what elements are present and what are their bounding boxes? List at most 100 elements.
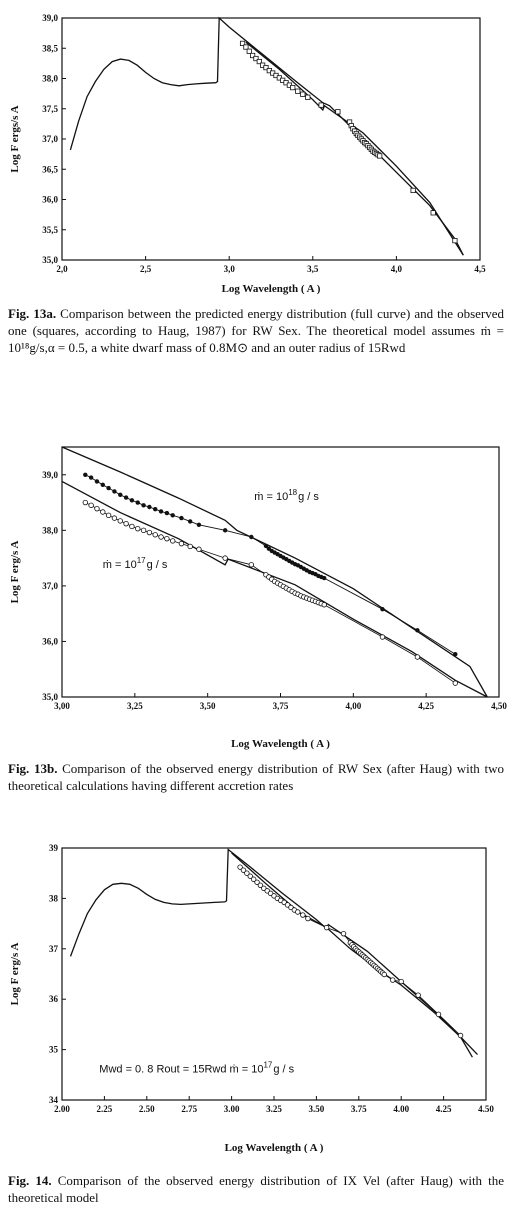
data-point-square: [253, 55, 259, 62]
figure-caption-13b: Fig. 13b. Comparison of the observed ene…: [8, 760, 504, 794]
data-point-open: [300, 912, 306, 918]
data-point-filled: [106, 485, 111, 491]
data-point-open: [398, 978, 404, 985]
data-point-square: [377, 153, 383, 159]
y-tick-label: 38,5: [42, 43, 58, 53]
data-point-open: [123, 520, 129, 527]
data-point-open: [105, 512, 112, 519]
x-tick-label: 4,5: [474, 264, 486, 274]
data-point-open: [117, 518, 123, 524]
y-tick-label: 36,5: [42, 164, 58, 174]
data-point-filled: [112, 489, 117, 494]
caption-label: Fig. 14.: [8, 1173, 52, 1188]
y-tick-label: 39,0: [42, 470, 58, 480]
data-point-open: [323, 924, 330, 931]
data-point-open: [152, 532, 158, 538]
data-point-open: [321, 602, 327, 608]
annotation-text: ṁ = 10: [103, 559, 137, 571]
x-tick-label: 2,5: [140, 264, 152, 274]
plot-frame: [61, 17, 481, 261]
x-tick-label: 2.25: [97, 1104, 113, 1114]
y-tick-label: 34: [49, 1095, 59, 1105]
data-point-filled: [129, 498, 135, 503]
data-point-open: [254, 879, 260, 885]
annotation-tail: g / s: [273, 1063, 294, 1075]
data-point-filled: [263, 543, 269, 549]
data-point-square: [250, 52, 256, 59]
data-point-square: [246, 48, 252, 54]
data-point-filled: [153, 507, 158, 512]
y-tick-label: 38,0: [42, 74, 58, 84]
data-point-filled: [83, 472, 88, 477]
figure-caption-14: Fig. 14. Comparison of the observed ener…: [8, 1172, 504, 1206]
data-point-square: [256, 58, 262, 65]
x-tick-label: 4,0: [391, 264, 403, 274]
data-point-filled: [453, 652, 458, 657]
x-tick-label: 2.00: [54, 1104, 70, 1114]
chart-fig13b: 3,00 3,25 3,50 3,75 4,00 4,25 4,50 35,0 36,0 37,0…: [9, 446, 507, 750]
annotation-text: Mwd = 0. 8 Rout = 15Rwd ṁ = 10: [99, 1063, 263, 1075]
data-point-open: [222, 555, 228, 561]
caption-label: Fig. 13a.: [8, 306, 57, 321]
data-point-open: [135, 525, 141, 532]
data-point-open: [248, 562, 255, 568]
data-point-filled: [94, 479, 100, 484]
y-tick-label: 37: [49, 944, 59, 954]
data-point-open: [164, 535, 170, 542]
y-tick-label: 38: [49, 893, 59, 903]
data-point-square: [239, 40, 246, 47]
data-point-square: [335, 109, 341, 115]
annotation: ṁ = 1017g / s: [103, 556, 168, 571]
data-point-open: [305, 915, 311, 922]
annotation-sup: 17: [137, 556, 146, 565]
data-point-open: [237, 864, 243, 870]
x-tick-label: 2,0: [56, 264, 68, 274]
series-line-2: [239, 866, 461, 1036]
y-tick-label: 37,0: [42, 581, 58, 591]
caption-text: Comparison between the predicted energy …: [8, 306, 505, 355]
y-axis-label: Log F erg/s A: [9, 541, 21, 604]
y-tick-label: 36,0: [42, 636, 58, 646]
data-point-open: [111, 515, 118, 521]
annotation-tail: g / s: [298, 491, 319, 503]
series-line-3: [85, 502, 456, 684]
data-point-filled: [222, 528, 228, 533]
data-point-open: [94, 505, 100, 512]
annotation-sup: 17: [263, 1060, 272, 1069]
data-point-filled: [141, 503, 146, 508]
x-tick-label: 4,00: [345, 701, 361, 711]
data-point-open: [146, 529, 153, 536]
data-point-filled: [380, 607, 385, 612]
series-line-1: [231, 852, 473, 1058]
y-tick-label: 37,0: [42, 134, 58, 144]
data-point-filled: [135, 500, 140, 505]
data-point-square: [410, 187, 416, 194]
data-point-open: [129, 523, 135, 530]
y-tick-label: 36,0: [42, 195, 58, 205]
x-axis-label: Log Wavelength ( A ): [231, 738, 330, 750]
data-point-filled: [88, 475, 94, 480]
data-point-open: [178, 540, 185, 547]
data-point-open: [240, 867, 247, 873]
caption-label: Fig. 13b.: [8, 761, 58, 776]
y-tick-label: 38,0: [42, 525, 58, 535]
data-point-open: [88, 502, 94, 509]
x-tick-label: 3,00: [54, 701, 70, 711]
caption-text: Comparison of the observed energy distri…: [8, 761, 504, 793]
data-point-filled: [187, 519, 193, 524]
x-tick-label: 3,75: [273, 701, 289, 711]
x-tick-label: 3,50: [200, 701, 216, 711]
data-point-filled: [147, 504, 152, 510]
data-point-filled: [415, 628, 420, 633]
y-tick-label: 36: [49, 994, 59, 1004]
annotation: ṁ = 1018g / s: [254, 488, 319, 503]
y-axis-label: Log F ergs/s A: [9, 105, 21, 172]
y-axis-label: Log F erg/s A: [9, 943, 21, 1006]
annotation: Mwd = 0. 8 Rout = 15Rwd ṁ = 1017g / s: [99, 1060, 294, 1075]
x-axis-label: Log Wavelength ( A ): [225, 1142, 324, 1154]
data-point-open: [140, 527, 147, 534]
data-point-open: [414, 654, 421, 660]
y-tick-label: 35,0: [42, 255, 58, 265]
x-tick-label: 3,25: [127, 701, 143, 711]
x-tick-label: 3,5: [307, 264, 319, 274]
